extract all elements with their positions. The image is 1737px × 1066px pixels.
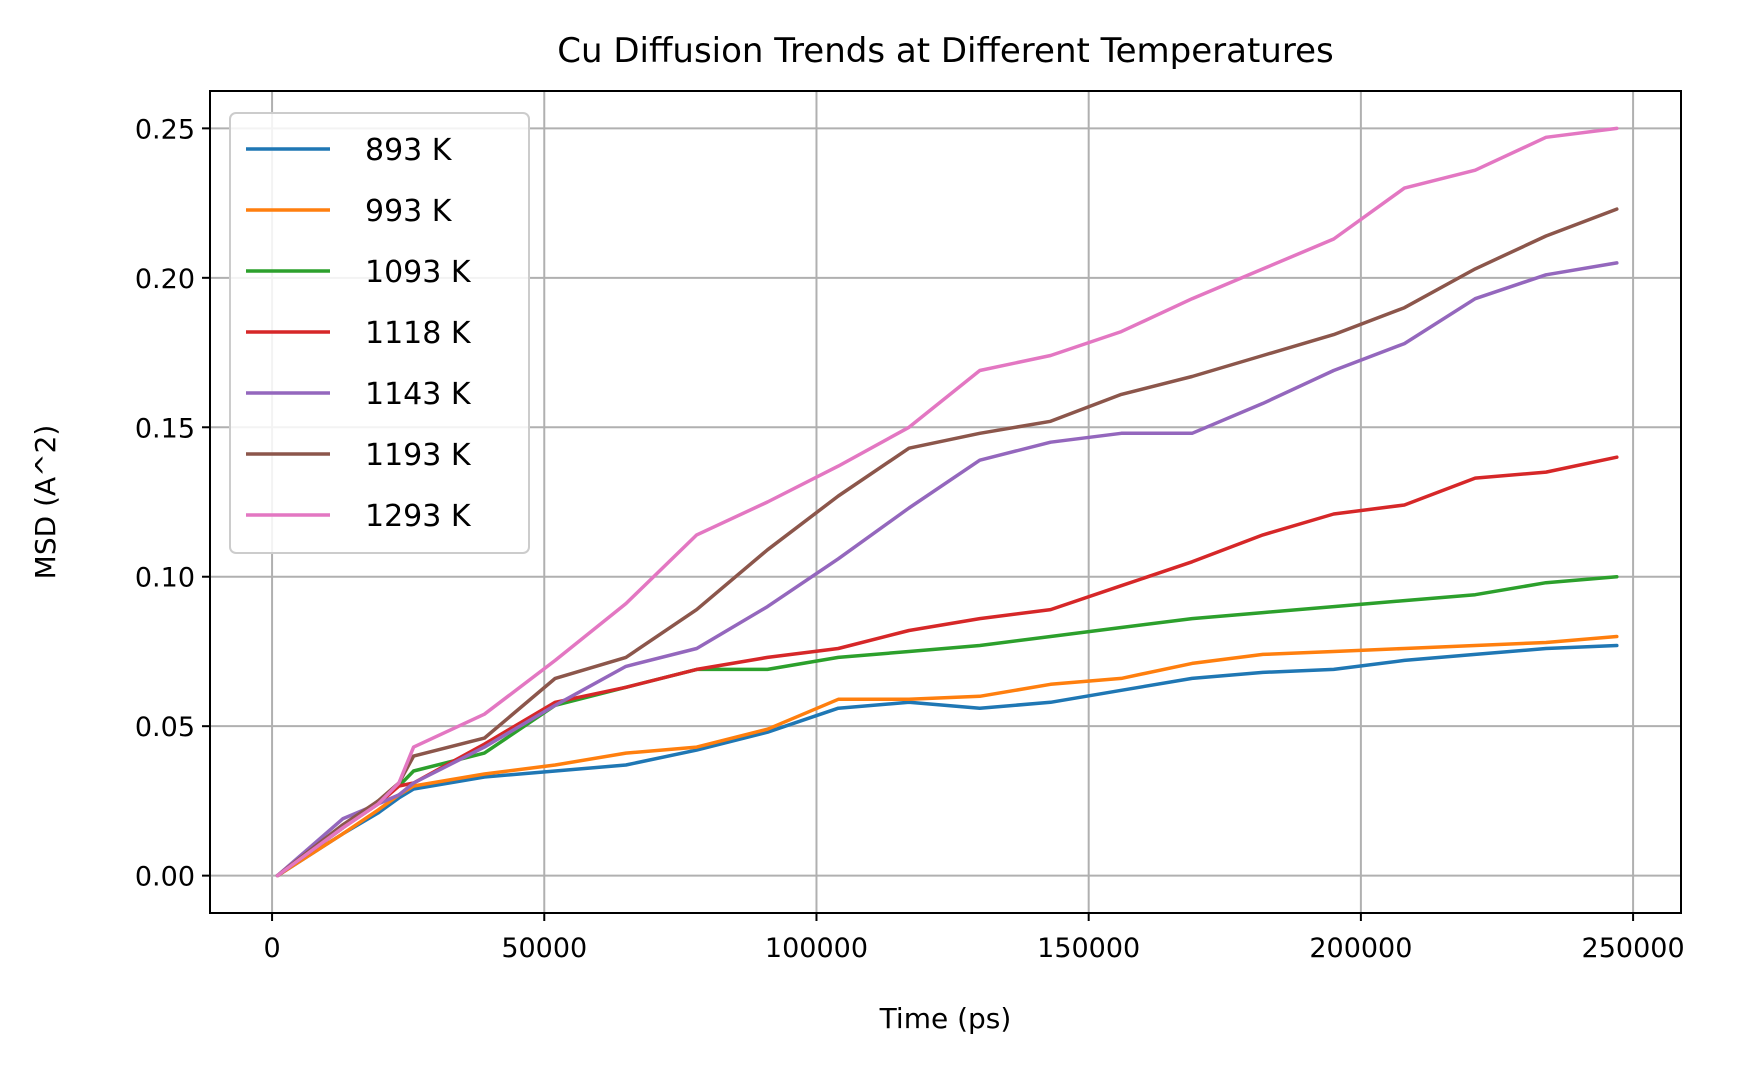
legend-label: 893 K [365,133,453,168]
x-tick-label: 200000 [1309,933,1412,964]
x-tick-label: 150000 [1037,933,1140,964]
y-tick-label: 0.10 [135,563,195,594]
y-tick-label: 0.05 [135,712,195,743]
y-tick-label: 0.00 [135,862,195,893]
y-axis-label: MSD (A^2) [29,425,62,580]
legend-box [229,112,530,554]
series-line-1143-k [275,261,1619,878]
series-line-1093-k [275,574,1619,878]
chart-title: Cu Diffusion Trends at Different Tempera… [557,31,1333,71]
axis-ticks: 0 50000 100000 150000 200000 250000 0.00 0.05 0.… [135,114,1685,964]
x-tick-label: 0 [263,933,280,964]
x-tick-label: 100000 [765,933,868,964]
legend: 893 K 993 K 1093 K 1118 K 1143 K 1193 K 1293 K [229,112,530,554]
legend-label: 1193 K [365,438,472,473]
series-lines [275,126,1619,878]
legend-label: 1093 K [365,255,472,290]
y-tick-label: 0.25 [135,114,195,145]
y-tick-label: 0.15 [135,413,195,444]
series-line-893-k [275,643,1619,878]
series-line-1118-k [275,455,1619,878]
legend-label: 1143 K [365,377,472,412]
legend-label: 1118 K [365,316,472,351]
y-tick-label: 0.20 [135,264,195,295]
x-axis-label: Time (ps) [879,1002,1012,1035]
x-tick-label: 50000 [501,933,587,964]
series-line-1293-k [275,126,1619,878]
x-tick-label: 250000 [1582,933,1685,964]
plot-frame [209,90,1682,914]
legend-label: 993 K [365,194,453,229]
legend-label: 1293 K [365,499,472,534]
